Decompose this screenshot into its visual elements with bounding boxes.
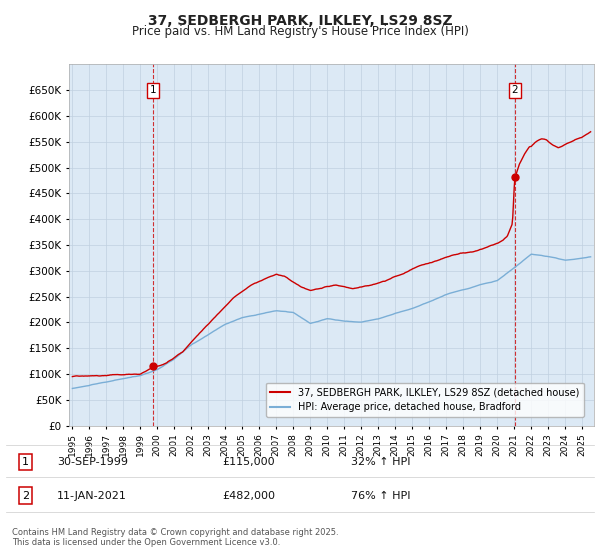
Text: 1: 1 xyxy=(22,457,29,467)
Text: £482,000: £482,000 xyxy=(222,491,275,501)
Text: 32% ↑ HPI: 32% ↑ HPI xyxy=(351,457,410,467)
Text: 1: 1 xyxy=(150,85,157,95)
Text: Contains HM Land Registry data © Crown copyright and database right 2025.
This d: Contains HM Land Registry data © Crown c… xyxy=(12,528,338,547)
Text: 11-JAN-2021: 11-JAN-2021 xyxy=(57,491,127,501)
Legend: 37, SEDBERGH PARK, ILKLEY, LS29 8SZ (detached house), HPI: Average price, detach: 37, SEDBERGH PARK, ILKLEY, LS29 8SZ (det… xyxy=(266,382,584,417)
Text: 37, SEDBERGH PARK, ILKLEY, LS29 8SZ: 37, SEDBERGH PARK, ILKLEY, LS29 8SZ xyxy=(148,14,452,28)
Text: 30-SEP-1999: 30-SEP-1999 xyxy=(57,457,128,467)
Text: £115,000: £115,000 xyxy=(222,457,275,467)
Text: 2: 2 xyxy=(511,85,518,95)
Text: Price paid vs. HM Land Registry's House Price Index (HPI): Price paid vs. HM Land Registry's House … xyxy=(131,25,469,38)
Text: 76% ↑ HPI: 76% ↑ HPI xyxy=(351,491,410,501)
Text: 2: 2 xyxy=(22,491,29,501)
